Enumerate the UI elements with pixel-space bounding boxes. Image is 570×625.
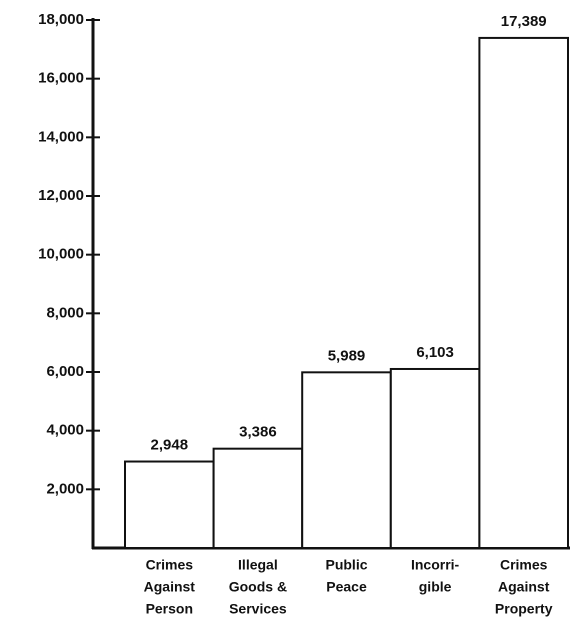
value-label: 2,948 bbox=[151, 436, 189, 453]
bar bbox=[124, 460, 215, 549]
x-tick-label: Goods & bbox=[229, 579, 287, 595]
bar bbox=[389, 367, 481, 549]
x-tick-label: Against bbox=[498, 579, 550, 595]
x-tick-label: Public bbox=[325, 557, 367, 573]
x-tick-label: Incorri- bbox=[411, 557, 460, 573]
bar bbox=[301, 371, 392, 549]
y-tick-label: 14,000 bbox=[38, 128, 84, 145]
x-tick-label: Property bbox=[495, 601, 553, 617]
x-tick-label: Illegal bbox=[238, 557, 278, 573]
y-tick-label: 8,000 bbox=[46, 304, 84, 321]
y-tick-label: 10,000 bbox=[38, 246, 84, 263]
x-tick-label: Crimes bbox=[146, 557, 194, 573]
value-label: 6,103 bbox=[416, 344, 454, 361]
x-tick-label: Peace bbox=[326, 579, 367, 595]
x-tick-label: Against bbox=[144, 579, 196, 595]
y-tick-label: 2,000 bbox=[46, 480, 84, 497]
y-tick-label: 6,000 bbox=[46, 363, 84, 380]
y-tick-label: 16,000 bbox=[38, 70, 84, 87]
value-label: 5,989 bbox=[328, 347, 366, 364]
x-tick-label: gible bbox=[419, 579, 452, 595]
x-tick-label: Person bbox=[146, 601, 193, 617]
bar bbox=[478, 36, 569, 549]
y-tick-label: 12,000 bbox=[38, 187, 84, 204]
y-tick-label: 4,000 bbox=[46, 422, 84, 439]
x-tick-label: Services bbox=[229, 601, 287, 617]
y-tick-label: 18,000 bbox=[38, 11, 84, 28]
x-tick-label: Crimes bbox=[500, 557, 548, 573]
value-label: 3,386 bbox=[239, 424, 277, 441]
bar bbox=[212, 447, 304, 550]
value-label: 17,389 bbox=[501, 13, 547, 30]
